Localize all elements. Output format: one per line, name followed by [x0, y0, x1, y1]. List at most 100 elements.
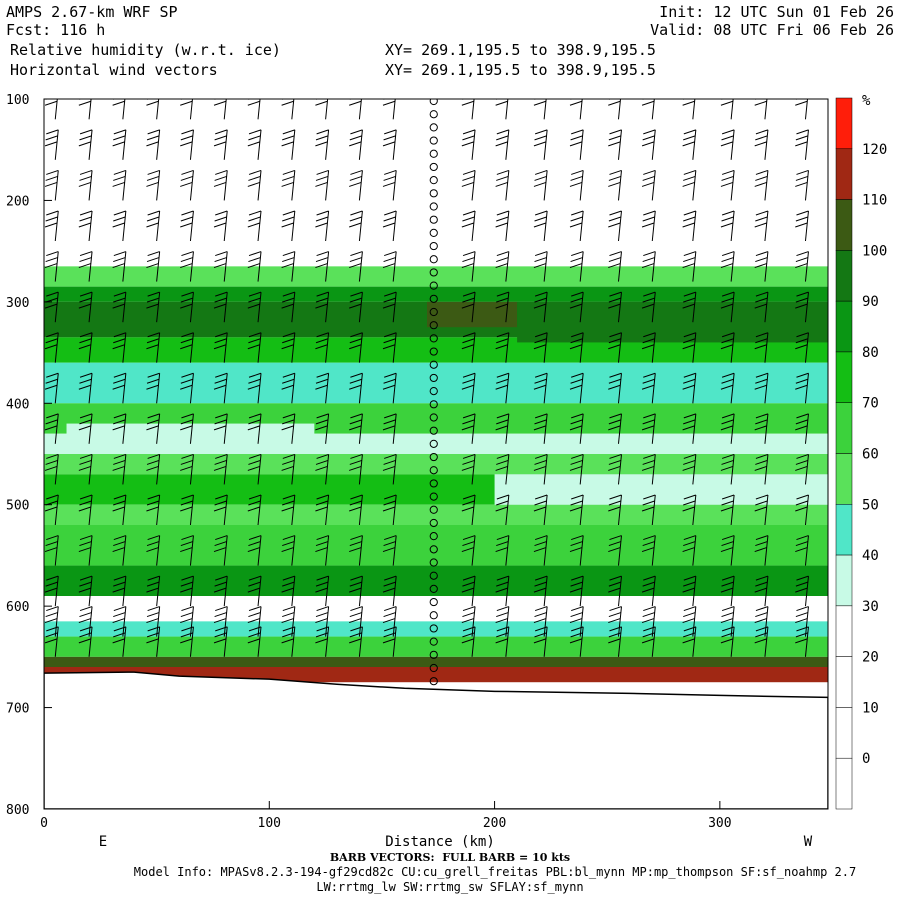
wind-barb: [569, 99, 583, 120]
wind-barb: [112, 413, 127, 444]
wind-barb: [78, 413, 93, 444]
wind-barb: [146, 210, 161, 242]
wind-barb: [112, 453, 127, 485]
wind-barb: [146, 535, 161, 566]
calm-circle: [429, 677, 438, 686]
calm-circle: [429, 492, 438, 501]
calm-circle: [429, 663, 438, 673]
barb-note: BARB VECTORS: FULL BARB = 10 kts: [329, 851, 571, 864]
x-axis-label: Distance (km): [385, 834, 495, 850]
wind-barb: [281, 291, 296, 323]
colorbar-unit: %: [862, 93, 871, 109]
wind-barb: [754, 453, 769, 485]
calm-circle: [429, 321, 438, 330]
wind-barb: [682, 494, 697, 526]
wind-barb: [247, 169, 262, 201]
wind-barb: [495, 453, 510, 485]
model-info-2: LW:rrtmg_lw SW:rrtmg_sw SFLAY:sf_mynn: [316, 880, 584, 894]
wind-barb: [720, 291, 735, 323]
wind-barb: [180, 575, 194, 607]
y-tick-label: 300: [6, 296, 29, 311]
wind-barb: [180, 99, 193, 120]
wind-barb: [180, 535, 194, 566]
wind-barb: [533, 99, 547, 120]
wind-barb: [382, 251, 397, 282]
calm-circle: [429, 413, 438, 422]
wind-barb: [146, 413, 161, 444]
wind-barb: [315, 251, 330, 282]
wind-barb: [461, 494, 476, 526]
rh-band: [44, 504, 828, 525]
calm-circle: [429, 452, 438, 462]
calm-circle: [429, 426, 438, 435]
wind-barb: [720, 129, 735, 160]
valid-time: Valid: 08 UTC Fri 06 Feb 26: [650, 21, 894, 39]
wind-barb: [382, 535, 397, 566]
vector-name: Horizontal wind vectors: [10, 61, 218, 79]
wind-barb: [146, 494, 161, 526]
wind-barb: [533, 251, 548, 282]
wind-barb: [461, 332, 476, 363]
rh-band: [44, 636, 828, 657]
wind-barb: [720, 251, 735, 282]
wind-barb: [78, 606, 93, 637]
calm-circle: [429, 136, 438, 145]
wind-barb: [382, 332, 397, 363]
wind-barb: [533, 606, 548, 637]
wind-barb: [641, 372, 656, 404]
wind-barb: [382, 291, 397, 323]
colorbar-label: 10: [862, 700, 879, 716]
wind-barb: [720, 210, 735, 242]
wind-barb: [382, 494, 397, 526]
calm-circle: [429, 439, 438, 448]
wind-barb: [569, 535, 584, 566]
wind-barb: [461, 575, 476, 607]
wind-barb: [382, 413, 397, 444]
wind-barb: [754, 251, 769, 282]
wind-barb: [682, 129, 697, 160]
wind-barb: [180, 332, 194, 363]
wind-barb: [682, 210, 697, 242]
wind-barb: [495, 251, 510, 282]
colorbar-label: 110: [862, 193, 887, 209]
wind-barb: [754, 291, 769, 323]
wind-barb: [754, 99, 768, 120]
wind-barb: [78, 372, 93, 404]
wind-barb: [281, 99, 295, 120]
wind-barb: [754, 210, 769, 242]
wind-barb: [608, 169, 622, 201]
wind-barb: [112, 210, 127, 242]
wind-barb: [315, 372, 330, 404]
wind-barb: [180, 626, 194, 657]
wind-barb: [349, 372, 363, 404]
wind-barb: [495, 626, 510, 657]
wind-barb: [247, 129, 262, 160]
y-tick-label: 200: [6, 194, 29, 209]
wind-barb: [720, 453, 735, 485]
x-end-label-east: E: [99, 834, 107, 850]
wind-barb: [44, 210, 59, 242]
wind-barb: [382, 626, 397, 657]
wind-barb: [569, 494, 584, 526]
wind-barb: [44, 169, 59, 201]
wind-barb: [213, 575, 228, 607]
wind-barb: [720, 99, 734, 120]
wind-barb: [78, 494, 93, 526]
wind-barb: [720, 535, 735, 566]
wind-barb: [281, 535, 296, 566]
wind-barb: [720, 494, 735, 526]
calm-circle: [429, 241, 438, 251]
wind-barb: [641, 626, 656, 657]
calm-circle: [429, 558, 438, 567]
wind-barb: [641, 291, 656, 323]
calm-circle: [429, 373, 438, 383]
wind-barb: [720, 575, 735, 607]
xy-range-1: XY= 269.1,195.5 to 398.9,195.5: [385, 41, 656, 59]
x-tick-label: 300: [708, 816, 731, 831]
wind-barb: [44, 453, 59, 485]
wind-barb: [608, 453, 622, 485]
wind-barb: [461, 169, 476, 201]
wind-barb: [754, 332, 769, 363]
calm-circle: [429, 215, 438, 224]
wind-barb: [461, 99, 475, 120]
